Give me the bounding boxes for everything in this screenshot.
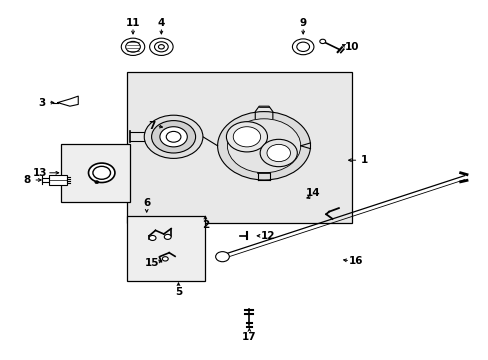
Circle shape bbox=[217, 112, 310, 180]
Text: 16: 16 bbox=[348, 256, 363, 266]
Bar bbox=[127, 216, 205, 281]
Circle shape bbox=[215, 252, 229, 262]
Text: 17: 17 bbox=[242, 332, 256, 342]
Bar bbox=[49, 175, 67, 185]
Text: 13: 13 bbox=[33, 168, 47, 178]
Text: 1: 1 bbox=[360, 155, 367, 165]
Circle shape bbox=[88, 163, 115, 183]
Circle shape bbox=[160, 127, 187, 147]
Text: 2: 2 bbox=[202, 220, 208, 230]
Text: 9: 9 bbox=[299, 18, 306, 28]
Circle shape bbox=[121, 38, 144, 55]
Text: 10: 10 bbox=[344, 42, 359, 52]
Circle shape bbox=[296, 42, 309, 51]
Text: 14: 14 bbox=[305, 188, 320, 198]
Circle shape bbox=[154, 42, 168, 52]
Circle shape bbox=[162, 257, 168, 261]
Circle shape bbox=[125, 41, 140, 52]
Circle shape bbox=[149, 38, 173, 55]
Circle shape bbox=[144, 115, 203, 158]
Text: 15: 15 bbox=[144, 258, 159, 268]
Bar bbox=[61, 144, 129, 202]
Circle shape bbox=[151, 121, 195, 153]
Circle shape bbox=[260, 139, 297, 167]
Text: 4: 4 bbox=[157, 18, 165, 28]
Text: 6: 6 bbox=[143, 198, 150, 208]
Circle shape bbox=[292, 39, 313, 55]
Bar bbox=[127, 72, 351, 223]
Circle shape bbox=[233, 127, 260, 147]
Circle shape bbox=[158, 45, 164, 49]
Circle shape bbox=[227, 119, 300, 173]
Circle shape bbox=[166, 131, 181, 142]
Text: 5: 5 bbox=[175, 287, 182, 297]
Text: 7: 7 bbox=[147, 121, 155, 131]
Circle shape bbox=[226, 122, 267, 152]
Text: 12: 12 bbox=[260, 231, 275, 241]
Circle shape bbox=[319, 39, 325, 44]
Circle shape bbox=[266, 144, 290, 162]
Circle shape bbox=[149, 235, 156, 240]
Circle shape bbox=[164, 234, 171, 239]
Text: 11: 11 bbox=[125, 18, 140, 28]
Circle shape bbox=[95, 181, 99, 184]
Text: 3: 3 bbox=[38, 98, 45, 108]
Circle shape bbox=[93, 166, 110, 179]
Text: 8: 8 bbox=[23, 175, 30, 185]
